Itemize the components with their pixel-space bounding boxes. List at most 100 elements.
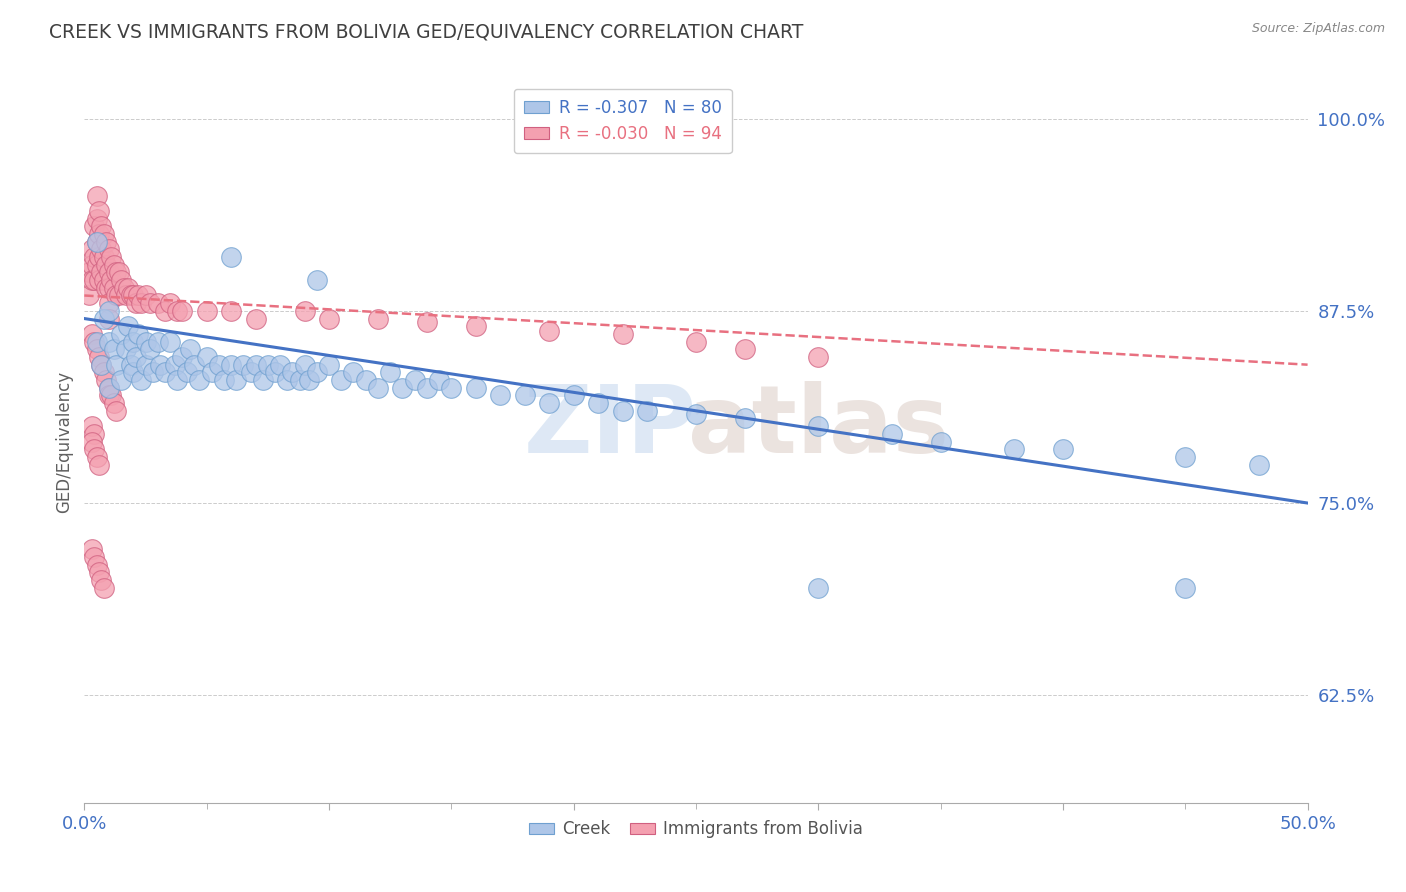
Point bbox=[276, 373, 298, 387]
Point bbox=[153, 304, 176, 318]
Point bbox=[440, 381, 463, 395]
Point bbox=[281, 365, 304, 379]
Point bbox=[96, 258, 118, 272]
Text: Source: ZipAtlas.com: Source: ZipAtlas.com bbox=[1251, 22, 1385, 36]
Point bbox=[86, 343, 108, 357]
Point bbox=[195, 304, 218, 318]
Point bbox=[305, 365, 328, 379]
Point bbox=[636, 404, 658, 418]
Point bbox=[93, 311, 115, 326]
Point bbox=[90, 358, 112, 372]
Point bbox=[115, 343, 138, 357]
Point bbox=[1002, 442, 1025, 457]
Point bbox=[80, 419, 103, 434]
Point bbox=[83, 442, 105, 457]
Point bbox=[176, 365, 198, 379]
Point bbox=[112, 281, 135, 295]
Point bbox=[103, 343, 125, 357]
Point bbox=[87, 203, 110, 218]
Point bbox=[294, 358, 316, 372]
Point bbox=[90, 573, 112, 587]
Point bbox=[77, 265, 100, 279]
Point bbox=[97, 334, 120, 349]
Point bbox=[252, 373, 274, 387]
Point bbox=[110, 273, 132, 287]
Point bbox=[288, 373, 311, 387]
Point bbox=[416, 315, 439, 329]
Point bbox=[90, 358, 112, 372]
Point bbox=[83, 250, 105, 264]
Point bbox=[146, 296, 169, 310]
Point bbox=[93, 581, 115, 595]
Text: CREEK VS IMMIGRANTS FROM BOLIVIA GED/EQUIVALENCY CORRELATION CHART: CREEK VS IMMIGRANTS FROM BOLIVIA GED/EQU… bbox=[49, 22, 804, 41]
Point bbox=[183, 358, 205, 372]
Point bbox=[163, 358, 186, 372]
Point bbox=[219, 304, 242, 318]
Point bbox=[87, 565, 110, 579]
Point bbox=[179, 343, 201, 357]
Text: ZIP: ZIP bbox=[524, 381, 697, 473]
Point bbox=[188, 373, 211, 387]
Point bbox=[153, 365, 176, 379]
Point bbox=[135, 288, 157, 302]
Point bbox=[354, 373, 377, 387]
Point bbox=[139, 296, 162, 310]
Point bbox=[86, 211, 108, 226]
Point bbox=[90, 219, 112, 234]
Point bbox=[120, 358, 142, 372]
Point bbox=[734, 343, 756, 357]
Point bbox=[427, 373, 450, 387]
Point bbox=[257, 358, 280, 372]
Point bbox=[135, 358, 157, 372]
Point bbox=[87, 458, 110, 472]
Point bbox=[87, 227, 110, 241]
Point bbox=[538, 324, 561, 338]
Point bbox=[103, 396, 125, 410]
Point bbox=[208, 358, 231, 372]
Point bbox=[330, 373, 353, 387]
Point bbox=[96, 373, 118, 387]
Point bbox=[83, 273, 105, 287]
Point bbox=[103, 281, 125, 295]
Point bbox=[172, 304, 194, 318]
Point bbox=[1052, 442, 1074, 457]
Point bbox=[83, 426, 105, 441]
Point bbox=[807, 350, 830, 364]
Point bbox=[1174, 581, 1197, 595]
Point bbox=[97, 381, 120, 395]
Point bbox=[127, 326, 149, 341]
Point bbox=[685, 407, 707, 421]
Point bbox=[117, 319, 139, 334]
Point bbox=[464, 381, 486, 395]
Point bbox=[100, 273, 122, 287]
Point bbox=[86, 235, 108, 249]
Point bbox=[86, 188, 108, 202]
Point bbox=[612, 326, 634, 341]
Point bbox=[93, 227, 115, 241]
Point bbox=[129, 373, 152, 387]
Point bbox=[219, 250, 242, 264]
Point bbox=[110, 326, 132, 341]
Point bbox=[125, 350, 148, 364]
Point bbox=[97, 243, 120, 257]
Point bbox=[80, 258, 103, 272]
Point bbox=[929, 434, 952, 449]
Point bbox=[538, 396, 561, 410]
Point bbox=[225, 373, 247, 387]
Point bbox=[129, 296, 152, 310]
Point bbox=[122, 334, 145, 349]
Point bbox=[380, 365, 402, 379]
Point bbox=[86, 258, 108, 272]
Point bbox=[80, 273, 103, 287]
Point bbox=[1174, 450, 1197, 464]
Point bbox=[269, 358, 291, 372]
Point bbox=[612, 404, 634, 418]
Point bbox=[1247, 458, 1270, 472]
Point bbox=[342, 365, 364, 379]
Legend: Creek, Immigrants from Bolivia: Creek, Immigrants from Bolivia bbox=[522, 814, 870, 845]
Point bbox=[318, 358, 340, 372]
Point bbox=[586, 396, 609, 410]
Point bbox=[83, 219, 105, 234]
Point bbox=[96, 235, 118, 249]
Y-axis label: GED/Equivalency: GED/Equivalency bbox=[55, 370, 73, 513]
